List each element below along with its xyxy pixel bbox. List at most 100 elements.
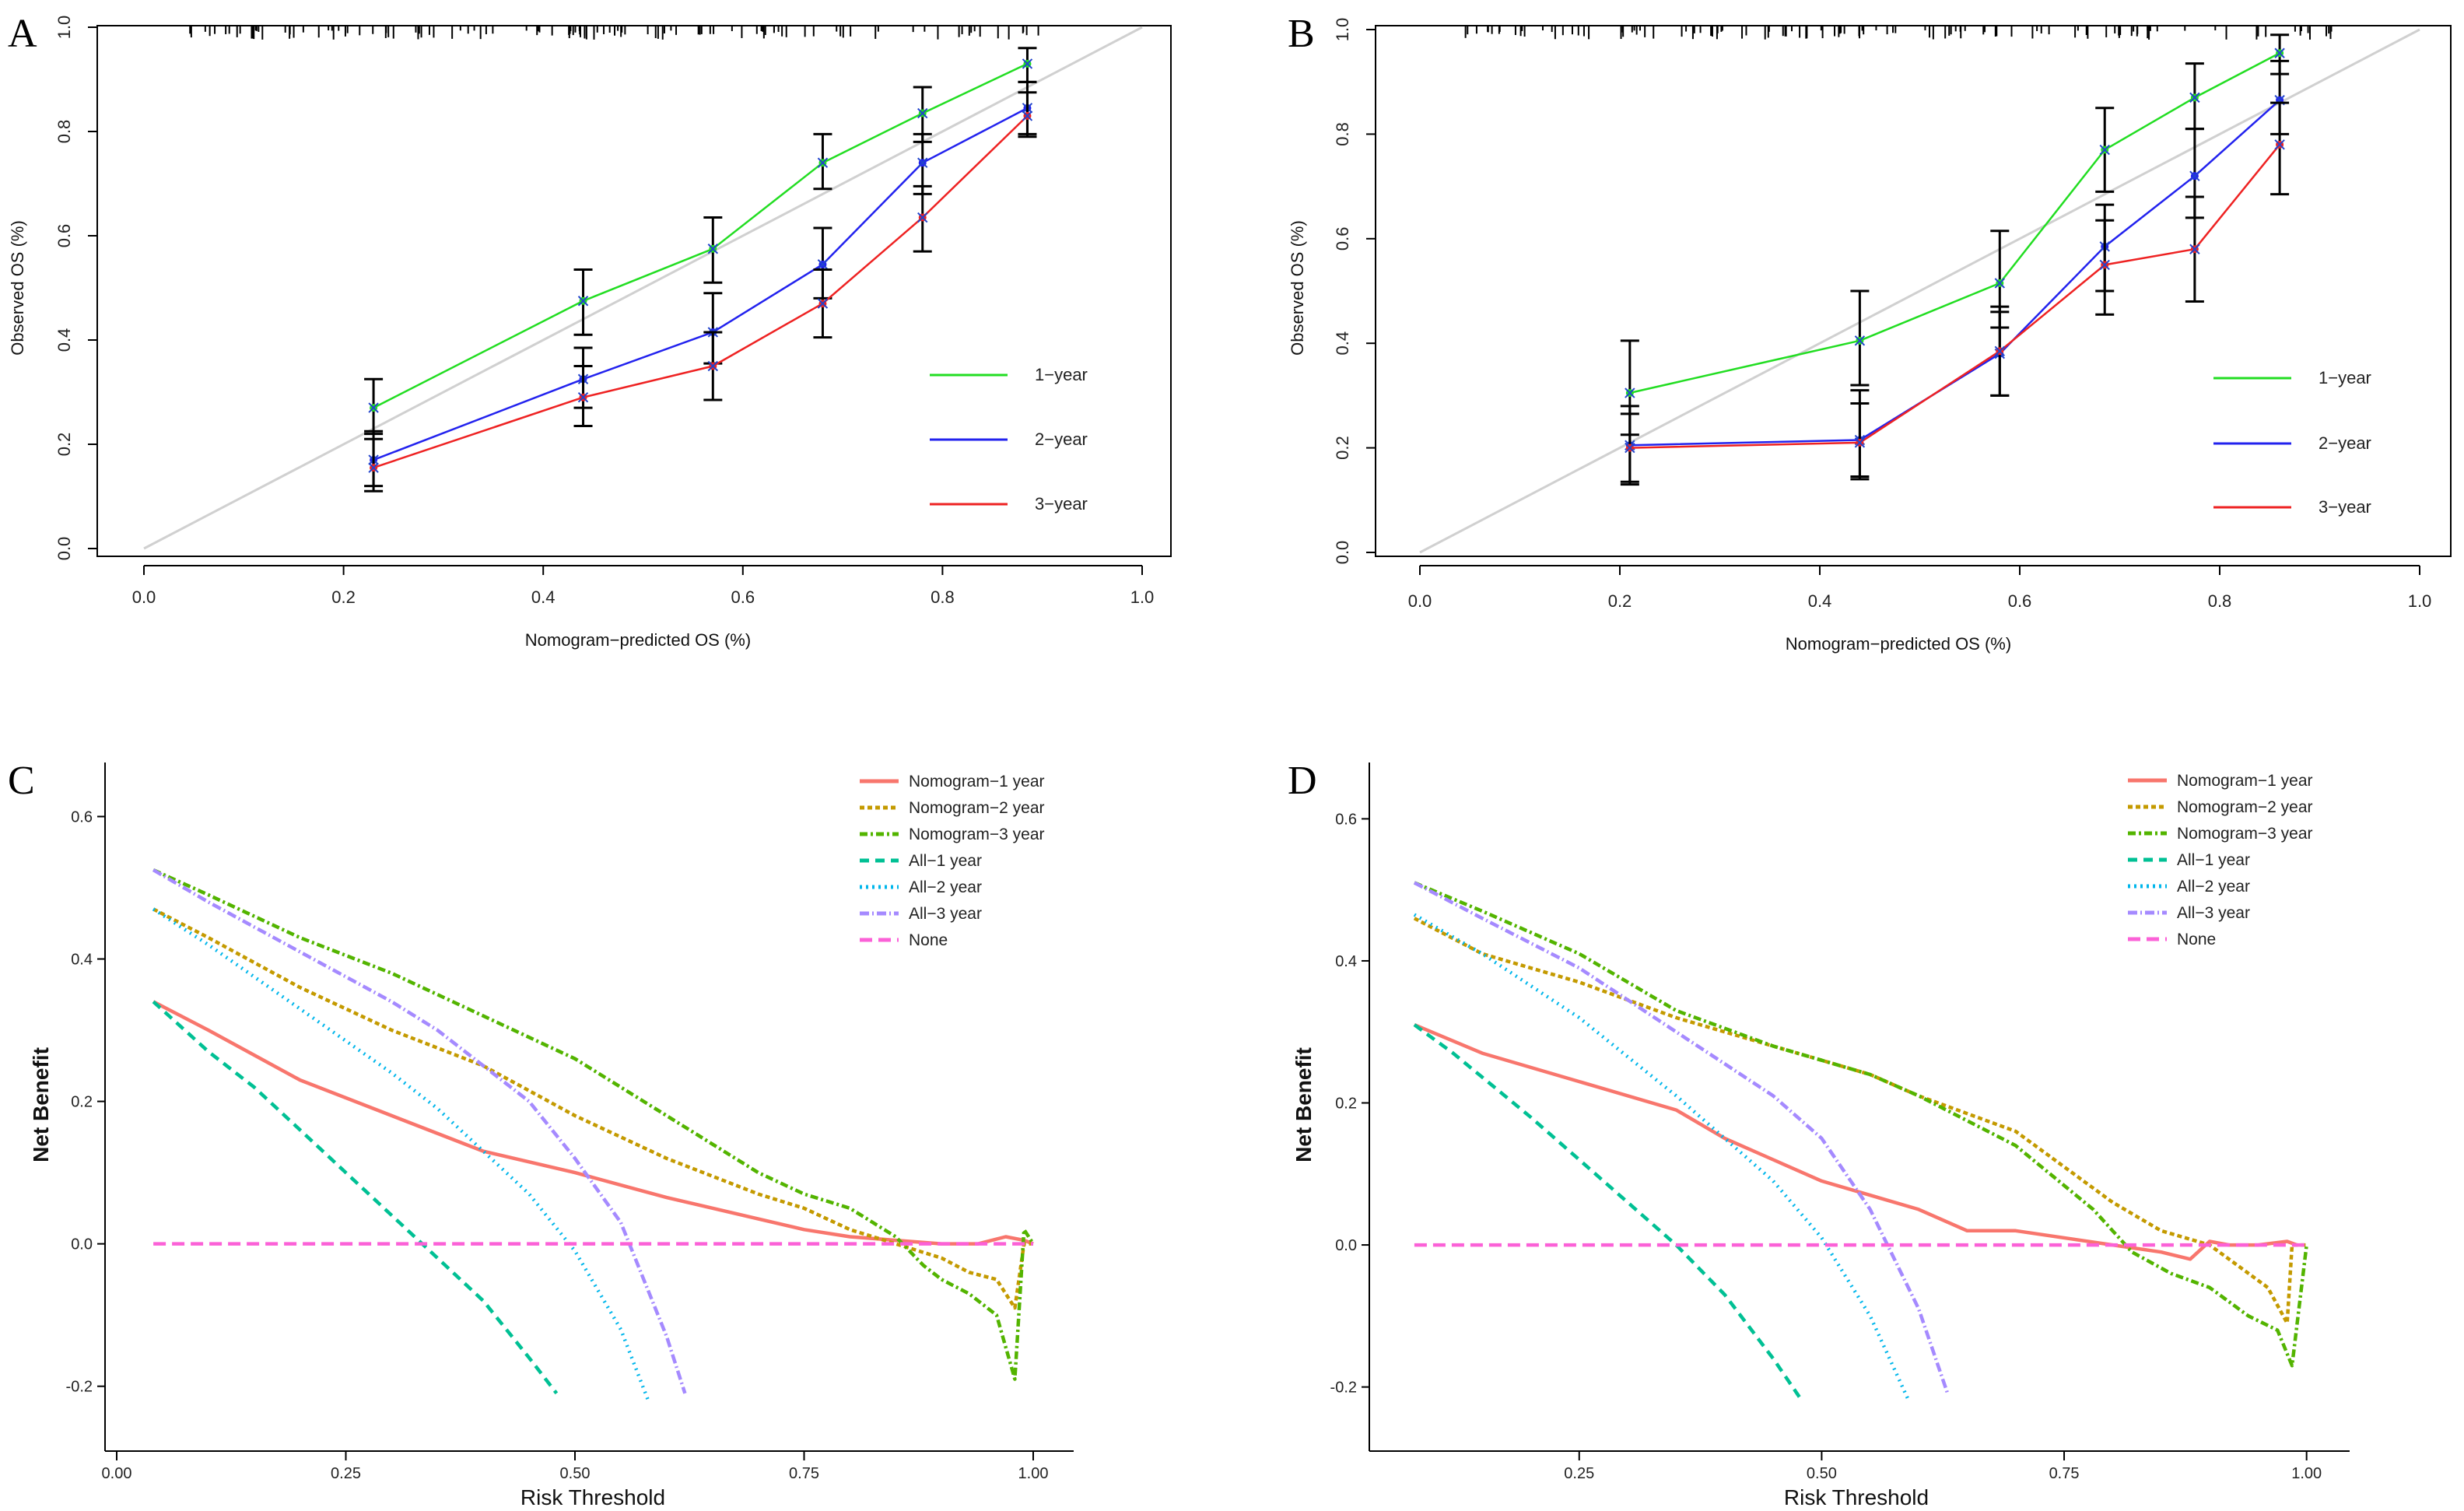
series-line xyxy=(1629,144,2281,449)
y-tick-label: 0.8 xyxy=(54,120,74,144)
series-6 xyxy=(1413,881,1950,1395)
legend-label: All−2 year xyxy=(909,878,982,896)
series-6 xyxy=(152,868,687,1394)
y-tick-label: 1.0 xyxy=(1333,18,1352,42)
data-point-cross xyxy=(707,244,719,254)
series-line xyxy=(373,62,1029,409)
panel-label: B xyxy=(1288,12,1315,56)
x-tick-label: 0.6 xyxy=(731,587,755,607)
legend-label: 1−year xyxy=(2319,368,2371,387)
y-tick-label: 0.6 xyxy=(54,224,74,248)
x-tick-label: 0.4 xyxy=(1808,591,1832,611)
y-tick-label: -0.2 xyxy=(1330,1380,1357,1397)
y-axis-title: Observed OS (%) xyxy=(8,220,27,356)
series-3 xyxy=(364,91,1037,493)
legend-label: None xyxy=(909,931,948,949)
x-axis-title: Risk Threshold xyxy=(520,1485,665,1509)
series-line xyxy=(152,907,1033,1310)
series-1 xyxy=(152,1000,1034,1246)
x-tick-label: 0.2 xyxy=(1608,591,1632,611)
data-point-cross xyxy=(2274,47,2285,58)
data-point-cross xyxy=(1022,110,1033,121)
ideal-reference-line xyxy=(143,26,1143,550)
series-2 xyxy=(152,907,1033,1310)
y-tick-label: 0.4 xyxy=(54,328,74,352)
x-tick-label: 1.0 xyxy=(2408,591,2432,611)
data-point-cross xyxy=(917,212,928,223)
x-axis-title: Nomogram−predicted OS (%) xyxy=(1786,634,2011,654)
series-line xyxy=(152,868,687,1394)
data-point-cross xyxy=(1625,387,1635,398)
x-tick-label: 1.0 xyxy=(1130,587,1155,607)
y-axis-title: Net Benefit xyxy=(1292,1047,1316,1162)
y-tick-label: 0.2 xyxy=(1333,436,1352,460)
series-2 xyxy=(364,80,1037,488)
data-point-cross xyxy=(2274,139,2285,150)
data-point-cross xyxy=(1854,437,1866,448)
series-line xyxy=(152,1000,1034,1246)
data-point-cross xyxy=(2099,259,2110,271)
panel-a: A 0.0 0.2 0.4 0.6 0.8 1.0 0.0 0.2 0.4 0.6 0.8 1.0 Nom… xyxy=(8,12,1172,650)
y-tick-label: 0.6 xyxy=(71,808,93,826)
data-point-cross xyxy=(2099,144,2110,156)
data-point-cross xyxy=(1854,335,1866,346)
legend-label: All−1 year xyxy=(2177,851,2250,869)
legend: Nomogram−1 year Nomogram−2 year Nomogram−3… xyxy=(2128,772,2313,948)
series-line xyxy=(1413,1023,1804,1403)
x-tick-label: 0.8 xyxy=(931,587,955,607)
panel-c: C 0.00 0.25 0.50 0.75 1.00 -0.2 0.0 0.2 0.4 0.6 Ris… xyxy=(8,759,1074,1509)
legend-label: All−3 year xyxy=(2177,904,2250,922)
data-point-cross xyxy=(817,259,829,270)
data-point-cross xyxy=(1994,278,2006,289)
data-point-cross xyxy=(1022,58,1033,69)
y-tick-label: 0.6 xyxy=(1335,811,1357,828)
y-tick-label: 0.6 xyxy=(1333,227,1352,251)
legend-label: 3−year xyxy=(2319,497,2371,517)
data-point-cross xyxy=(917,107,928,119)
data-point-cross xyxy=(368,402,379,413)
series-line xyxy=(152,907,650,1401)
panel-label: C xyxy=(8,759,35,803)
panel-label: D xyxy=(1288,759,1317,803)
series-line xyxy=(1413,917,2307,1325)
y-axis-title: Net Benefit xyxy=(29,1047,53,1162)
x-tick-label: 0.50 xyxy=(560,1465,591,1482)
series-3 xyxy=(1620,101,2290,486)
y-tick-label: 0.0 xyxy=(71,1236,93,1253)
series-2 xyxy=(1413,917,2307,1325)
legend-label: All−1 year xyxy=(909,852,982,870)
legend-label: Nomogram−3 year xyxy=(909,826,1045,843)
legend-label: All−3 year xyxy=(909,905,982,923)
series-line xyxy=(1414,881,2308,1368)
legend-label: Nomogram−1 year xyxy=(909,773,1045,791)
data-point-cross xyxy=(1625,442,1635,454)
panel-b: B 0.0 0.2 0.4 0.6 0.8 1.0 0.0 0.2 0.4 0.6 0.8 1.0 Nom… xyxy=(1288,12,2452,654)
data-point-cross xyxy=(817,157,829,168)
legend-label: Nomogram−2 year xyxy=(2177,798,2313,816)
x-tick-label: 0.75 xyxy=(789,1465,819,1482)
series-4 xyxy=(1413,1023,1804,1403)
series-line xyxy=(1629,52,2280,394)
legend-label: All−2 year xyxy=(2177,878,2250,896)
legend-label: Nomogram−3 year xyxy=(2177,825,2313,843)
data-point-cross xyxy=(917,157,928,168)
data-point-cross xyxy=(2189,244,2200,254)
series-1 xyxy=(1414,1023,2298,1261)
x-tick-label: 0.50 xyxy=(1807,1465,1837,1482)
series-line xyxy=(152,868,1035,1381)
x-tick-label: 0.0 xyxy=(132,587,156,607)
series-line xyxy=(373,107,1029,461)
y-axis-title: Observed OS (%) xyxy=(1288,220,1307,356)
data-point-cross xyxy=(707,360,719,372)
series-line xyxy=(1414,1023,2298,1261)
data-point-cross xyxy=(1994,345,2006,356)
y-tick-label: 0.0 xyxy=(54,537,74,561)
x-tick-label: 0.4 xyxy=(531,587,556,607)
x-tick-label: 0.6 xyxy=(2008,591,2032,611)
y-tick-label: 0.2 xyxy=(71,1094,93,1111)
rug-ticks xyxy=(189,26,1039,40)
y-tick-label: 0.4 xyxy=(1335,953,1357,970)
series-5 xyxy=(1413,913,1911,1402)
y-tick-label: 0.4 xyxy=(71,952,93,969)
